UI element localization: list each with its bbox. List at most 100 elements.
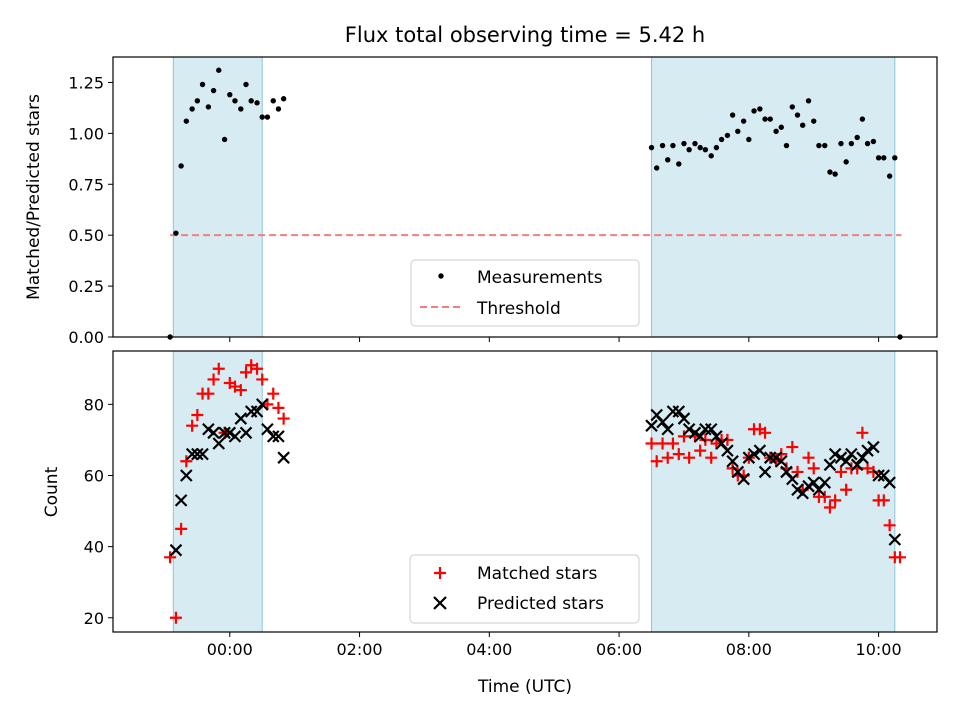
measurement-point [238,106,244,112]
matched-star-point [277,412,290,425]
measurement-point [702,146,709,153]
legend-predicted-label: Predicted stars [477,594,604,614]
matched-star-point [202,387,215,400]
predicted-star-point [272,430,285,443]
y-tick-label: 0.00 [68,328,104,347]
x-tick-label: 08:00 [726,640,772,659]
predicted-star-point [845,447,858,461]
matched-star-point [672,448,685,461]
measurement-point [210,87,217,94]
measurement-point [811,118,817,124]
y-tick-label: 1.00 [68,124,104,143]
measurement-point [264,114,271,120]
count-points [164,359,907,624]
predicted-star-point [710,430,723,443]
measurement-point [648,144,655,151]
measurement-point [227,91,233,98]
measurement-point [740,118,747,124]
measurement-point [178,163,184,169]
y-tick-label: 0.50 [68,226,104,245]
measurement-point [275,106,282,112]
measurement-point [692,140,698,147]
measurement-point [681,140,687,147]
measurement-point [205,104,212,110]
matched-star-point [666,437,679,450]
measurement-point [280,96,287,102]
y-tick-label: 0.25 [68,277,104,296]
matched-star-point [661,451,674,464]
predicted-star-point [807,476,821,489]
predicted-star-point [693,430,707,443]
observing-window-shading [172,56,896,338]
measurement-point [816,142,822,149]
predicted-star-point [180,469,193,482]
predicted-star-point [747,447,761,461]
bottom-y-axis-label: Count [42,466,62,517]
predicted-star-point [828,447,842,461]
measurement-point [697,144,703,151]
y-tick-label: 20 [84,609,104,628]
measurement-point [848,140,855,147]
measurement-point [724,132,731,139]
x-axis-label: Time (UTC) [477,677,572,697]
matched-star-point [256,373,269,386]
matched-star-point [186,419,199,432]
y-tick-label: 80 [84,395,104,414]
matched-star-point [207,373,220,386]
measurement-point [270,98,276,104]
matched-star-point [694,444,707,457]
predicted-star-point [234,412,248,425]
measurement-point [248,98,254,104]
x-tick-label: 04:00 [466,640,512,659]
measurement-point [827,169,833,175]
measurement-point [221,136,228,143]
measurement-point [183,118,190,124]
legend-measurements-marker [438,273,444,279]
predicted-star-point [818,476,832,489]
measurement-point [259,114,265,120]
predicted-star-point [856,451,869,464]
measurement-point [746,136,752,143]
predicted-star-point [277,451,290,464]
top-y-ticks: 0.00 0.25 0.50 0.75 1.00 1.25 [68,73,113,347]
measurement-point [686,146,692,153]
measurement-point [843,159,849,165]
measurement-point [729,112,736,118]
top-x-ticks [229,337,880,342]
measurement-point [189,106,195,112]
bottom-legend: Matched stars Predicted stars [409,554,640,624]
predicted-star-point [758,465,772,479]
matched-star-point [251,362,264,375]
matched-star-point [191,409,204,422]
shaded-interval-1 [651,350,896,633]
matched-star-point [802,451,815,464]
x-tick-label: 10:00 [856,640,902,659]
x-tick-label: 06:00 [596,640,642,659]
predicted-star-point [753,444,767,457]
predicted-star-point [677,412,691,425]
predicted-star-point [721,444,734,457]
matched-star-point [721,433,734,446]
top-y-axis-label: Matched/Predicted stars [24,94,44,300]
legend-matched-marker [434,567,446,579]
predicted-star-point [212,437,226,450]
measurement-point [665,157,671,163]
matched-star-point [791,465,804,478]
predicted-star-point [661,422,675,436]
measurement-point [767,116,773,122]
chart-title: Flux total observing time = 5.42 h [345,23,705,47]
predicted-star-point [786,472,799,486]
matched-star-point [775,448,788,461]
matched-star-point [175,522,188,535]
predicted-star-point [207,426,220,440]
matched-star-point [683,451,696,464]
measurement-point [654,165,660,171]
measurement-point [708,153,714,159]
measurement-point [751,108,757,114]
y-tick-label: 1.25 [68,73,104,92]
matched-star-point [726,462,739,475]
matched-star-point [699,433,712,446]
matched-star-point [272,401,285,414]
